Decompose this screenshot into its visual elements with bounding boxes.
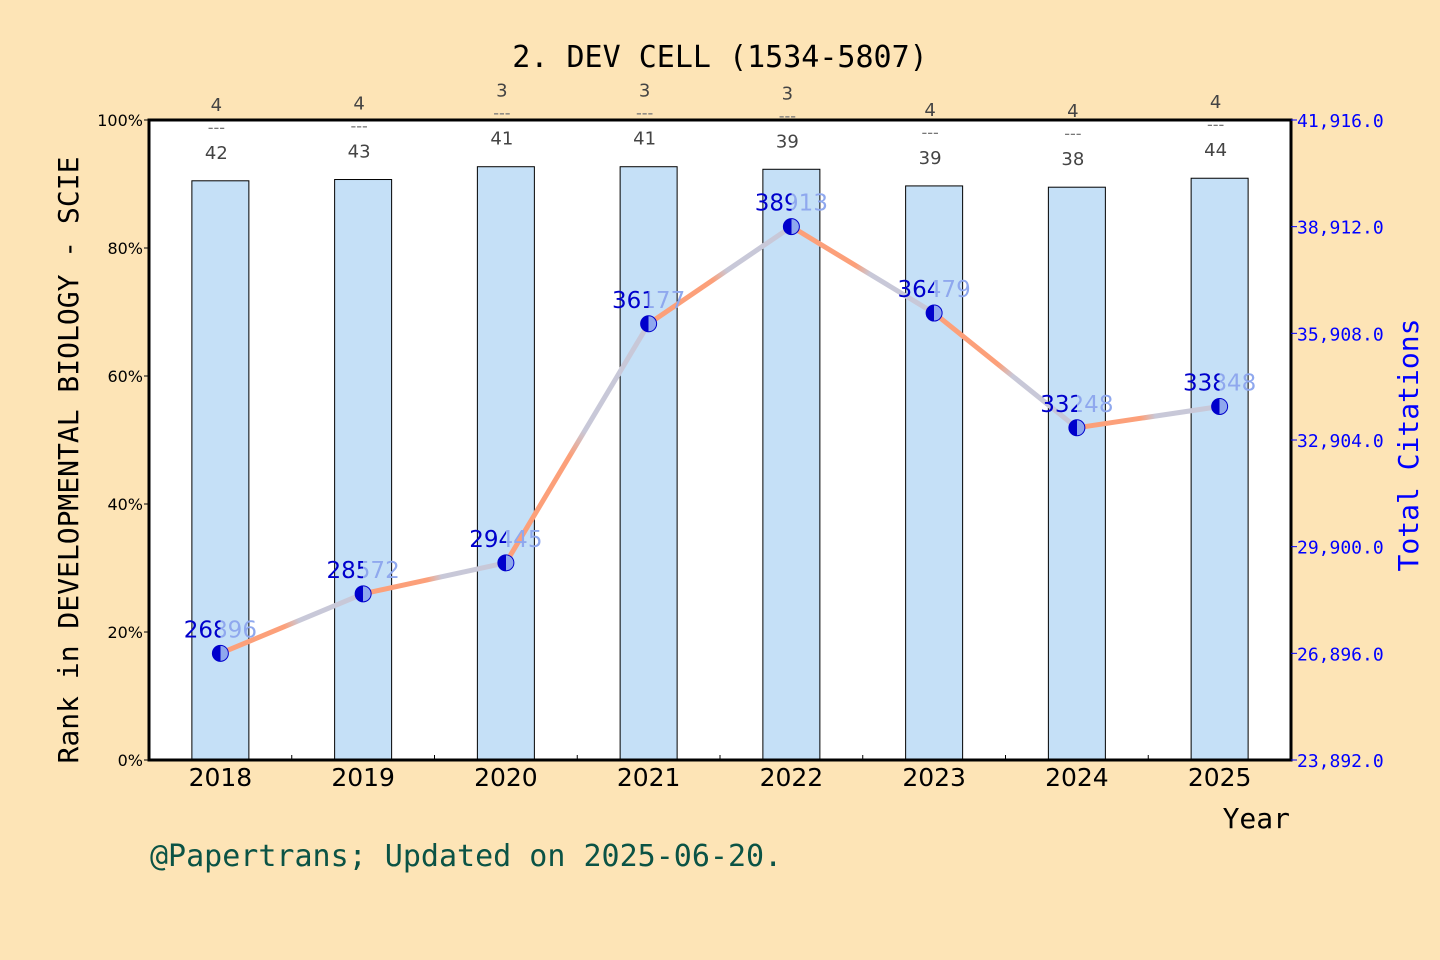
rank-divider: --- bbox=[779, 106, 796, 125]
citation-value-label: 28572 bbox=[327, 558, 400, 584]
citation-line-segment bbox=[217, 591, 366, 656]
x-axis-label: Year bbox=[1223, 802, 1290, 835]
total-label: 44 bbox=[1204, 140, 1227, 161]
citation-value-label: 33848 bbox=[1183, 370, 1256, 396]
y2-tick-label: 38,912.0 bbox=[1297, 218, 1384, 239]
citation-value-label: 33248 bbox=[1040, 392, 1113, 418]
y-tick-label: 40% bbox=[107, 495, 143, 514]
rank-divider: --- bbox=[493, 104, 510, 123]
citation-point bbox=[211, 644, 229, 662]
x-tick-label: 2025 bbox=[1188, 763, 1252, 792]
rank-divider: --- bbox=[921, 123, 938, 142]
citation-value-label: 38913 bbox=[755, 191, 828, 217]
total-label: 41 bbox=[633, 129, 656, 150]
bar-2018 bbox=[191, 180, 250, 761]
y2-tick-label: 23,892.0 bbox=[1297, 751, 1384, 772]
x-tick-label: 2020 bbox=[474, 763, 538, 792]
total-label: 38 bbox=[1061, 149, 1084, 170]
y-tick-label: 80% bbox=[107, 239, 143, 258]
y-axis-label: Rank in DEVELOPMENTAL BIOLOGY - SCIE bbox=[52, 157, 85, 764]
total-label: 41 bbox=[490, 129, 513, 150]
bar-2021 bbox=[619, 166, 678, 761]
citation-value-label: 36479 bbox=[898, 277, 971, 303]
x-tick-label: 2023 bbox=[902, 763, 966, 792]
total-label: 39 bbox=[919, 148, 942, 169]
rank-label: 4 bbox=[211, 95, 222, 116]
rank-divider: --- bbox=[636, 104, 653, 123]
citation-point bbox=[640, 315, 658, 333]
rank-label: 4 bbox=[1067, 101, 1078, 122]
rank-divider: --- bbox=[1064, 124, 1081, 143]
bar-2019 bbox=[334, 179, 393, 761]
citation-line-segment bbox=[1074, 403, 1223, 431]
bar-2022 bbox=[762, 168, 821, 761]
y2-tick-label: 35,908.0 bbox=[1297, 324, 1384, 345]
bar-2025 bbox=[1190, 177, 1249, 761]
citation-line-segment bbox=[360, 560, 509, 597]
y2-tick-label: 26,896.0 bbox=[1297, 644, 1384, 665]
x-tick-label: 2022 bbox=[760, 763, 824, 792]
x-tick-label: 2024 bbox=[1045, 763, 1109, 792]
rank-label: 4 bbox=[924, 100, 935, 121]
y2-tick-label: 41,916.0 bbox=[1297, 111, 1384, 132]
citation-value-label: 36177 bbox=[612, 288, 685, 314]
citation-point bbox=[782, 218, 800, 236]
y2-tick-label: 32,904.0 bbox=[1297, 431, 1384, 452]
citation-point bbox=[925, 304, 943, 322]
bar-2023 bbox=[905, 185, 964, 761]
footer-note: @Papertrans; Updated on 2025-06-20. bbox=[150, 839, 782, 874]
citation-value-label: 26896 bbox=[184, 617, 257, 643]
y2-axis-label: Total Citations bbox=[1392, 319, 1425, 572]
citation-line-segment bbox=[503, 321, 652, 566]
y2-tick-label: 29,900.0 bbox=[1297, 538, 1384, 559]
rank-divider: --- bbox=[208, 118, 225, 137]
y-tick-label: 20% bbox=[107, 623, 143, 642]
total-label: 42 bbox=[205, 143, 228, 164]
rank-label: 3 bbox=[639, 81, 650, 102]
citation-line-segment bbox=[931, 310, 1080, 431]
citation-point bbox=[1211, 397, 1229, 415]
total-label: 39 bbox=[776, 131, 799, 152]
rank-label: 3 bbox=[496, 81, 507, 102]
plot-area bbox=[149, 120, 1291, 760]
x-tick-label: 2019 bbox=[331, 763, 395, 792]
y-tick-label: 60% bbox=[107, 367, 143, 386]
citation-point bbox=[497, 554, 515, 572]
rank-label: 4 bbox=[353, 94, 364, 115]
bar-2024 bbox=[1047, 186, 1106, 761]
x-tick-label: 2018 bbox=[189, 763, 253, 792]
citation-point bbox=[1068, 419, 1086, 437]
rank-label: 3 bbox=[782, 83, 793, 104]
rank-divider: --- bbox=[1207, 115, 1224, 134]
y-tick-label: 100% bbox=[97, 111, 143, 130]
chart-title: 2. DEV CELL (1534-5807) bbox=[512, 40, 927, 75]
bar-2020 bbox=[476, 166, 535, 761]
rank-label: 4 bbox=[1210, 92, 1221, 113]
citation-line-segment bbox=[788, 224, 937, 316]
citation-line-segment bbox=[646, 224, 794, 327]
x-tick-label: 2021 bbox=[617, 763, 681, 792]
y-tick-label: 0% bbox=[118, 751, 143, 770]
citation-point bbox=[354, 585, 372, 603]
citation-value-label: 29445 bbox=[469, 527, 542, 553]
total-label: 43 bbox=[348, 142, 371, 163]
